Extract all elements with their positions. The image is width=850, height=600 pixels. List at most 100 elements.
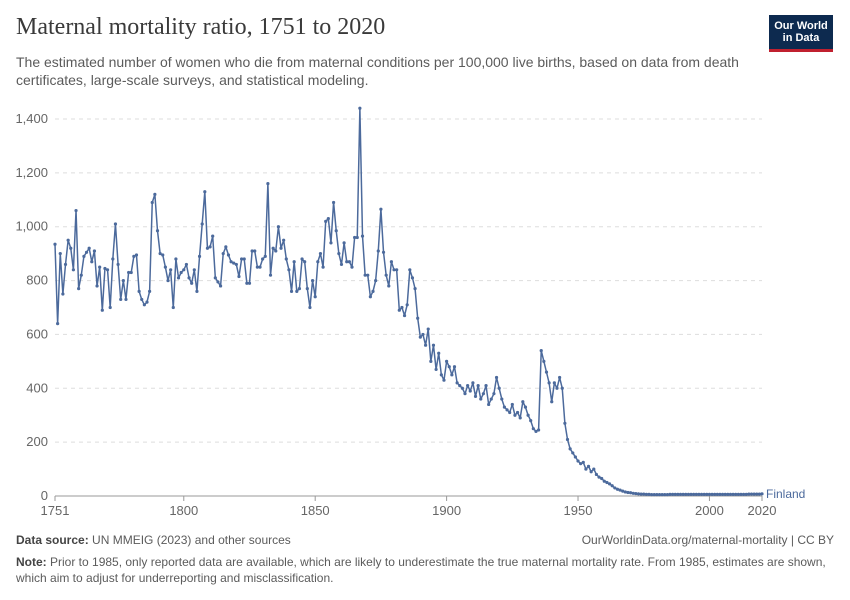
data-point[interactable]: [213, 276, 217, 280]
credit-link[interactable]: OurWorldinData.org/maternal-mortality | …: [581, 533, 834, 547]
data-point[interactable]: [571, 451, 575, 455]
data-point[interactable]: [242, 257, 246, 261]
data-point[interactable]: [628, 491, 633, 495]
data-point[interactable]: [487, 402, 491, 407]
data-point[interactable]: [426, 327, 430, 331]
data-point[interactable]: [313, 295, 317, 299]
data-point[interactable]: [337, 252, 341, 256]
data-point[interactable]: [652, 493, 656, 497]
data-point[interactable]: [374, 278, 378, 283]
data-point[interactable]: [734, 492, 738, 496]
data-point[interactable]: [529, 419, 533, 423]
data-point[interactable]: [542, 359, 546, 363]
data-point[interactable]: [111, 257, 115, 261]
data-point[interactable]: [421, 332, 425, 337]
data-point[interactable]: [208, 245, 212, 249]
data-point[interactable]: [268, 273, 273, 277]
data-point[interactable]: [324, 219, 328, 223]
data-point[interactable]: [339, 262, 344, 267]
data-point[interactable]: [626, 490, 630, 495]
data-point[interactable]: [481, 392, 486, 396]
data-point[interactable]: [586, 464, 591, 468]
data-point[interactable]: [79, 273, 83, 277]
data-point[interactable]: [150, 200, 154, 205]
data-point[interactable]: [305, 287, 309, 291]
data-point[interactable]: [631, 491, 635, 495]
data-point[interactable]: [397, 308, 401, 312]
data-point[interactable]: [413, 287, 417, 291]
data-point[interactable]: [148, 289, 152, 293]
data-point[interactable]: [92, 249, 97, 253]
data-point[interactable]: [560, 386, 564, 390]
data-point[interactable]: [515, 410, 520, 415]
data-point[interactable]: [668, 492, 672, 496]
data-point[interactable]: [381, 250, 386, 254]
data-point[interactable]: [539, 348, 543, 353]
data-point[interactable]: [747, 492, 751, 496]
data-point[interactable]: [116, 262, 120, 267]
data-point[interactable]: [644, 492, 648, 496]
data-point[interactable]: [531, 427, 535, 431]
data-point[interactable]: [174, 257, 178, 261]
data-point[interactable]: [232, 261, 236, 265]
data-point[interactable]: [353, 235, 357, 240]
series-line[interactable]: [54, 107, 763, 496]
data-point[interactable]: [158, 252, 162, 256]
data-point[interactable]: [66, 238, 70, 242]
data-point[interactable]: [395, 268, 399, 272]
data-point[interactable]: [707, 492, 712, 496]
data-point[interactable]: [279, 246, 283, 250]
data-point[interactable]: [410, 276, 415, 280]
data-point[interactable]: [132, 254, 136, 258]
data-point[interactable]: [555, 386, 559, 390]
data-point[interactable]: [513, 413, 517, 417]
data-point[interactable]: [61, 292, 65, 296]
data-point[interactable]: [71, 268, 75, 272]
data-point[interactable]: [713, 492, 717, 496]
data-point[interactable]: [592, 467, 596, 471]
data-point[interactable]: [731, 492, 735, 496]
data-point[interactable]: [544, 370, 549, 374]
data-point[interactable]: [416, 316, 420, 320]
data-point[interactable]: [521, 400, 525, 404]
data-point[interactable]: [552, 381, 556, 385]
data-point[interactable]: [124, 297, 128, 302]
data-point[interactable]: [692, 492, 696, 496]
data-point[interactable]: [253, 249, 257, 253]
data-point[interactable]: [200, 222, 204, 226]
data-point[interactable]: [247, 281, 252, 285]
data-point[interactable]: [87, 246, 91, 250]
data-point[interactable]: [466, 383, 470, 388]
data-point[interactable]: [308, 305, 312, 310]
data-point[interactable]: [558, 375, 562, 380]
data-point[interactable]: [613, 486, 617, 490]
data-point[interactable]: [610, 484, 614, 488]
data-point[interactable]: [153, 192, 157, 196]
data-point[interactable]: [56, 322, 60, 326]
data-point[interactable]: [526, 413, 530, 417]
data-point[interactable]: [473, 394, 478, 398]
data-point[interactable]: [455, 381, 459, 385]
data-point[interactable]: [119, 297, 123, 302]
data-point[interactable]: [187, 276, 191, 280]
data-point[interactable]: [261, 257, 265, 261]
data-point[interactable]: [163, 265, 167, 269]
data-point[interactable]: [105, 268, 110, 272]
data-point[interactable]: [126, 270, 131, 275]
data-point[interactable]: [463, 392, 467, 396]
data-point[interactable]: [568, 447, 572, 451]
data-point[interactable]: [563, 421, 567, 425]
data-point[interactable]: [497, 386, 501, 390]
data-point[interactable]: [439, 373, 443, 377]
data-point[interactable]: [203, 190, 207, 194]
data-point[interactable]: [389, 260, 394, 264]
data-point[interactable]: [271, 246, 275, 250]
data-point[interactable]: [550, 400, 554, 404]
data-point[interactable]: [576, 459, 580, 463]
data-point[interactable]: [145, 300, 149, 304]
data-point[interactable]: [384, 273, 388, 277]
data-point[interactable]: [534, 429, 538, 433]
data-point[interactable]: [184, 262, 189, 267]
data-point[interactable]: [500, 397, 504, 401]
data-point[interactable]: [579, 462, 583, 466]
